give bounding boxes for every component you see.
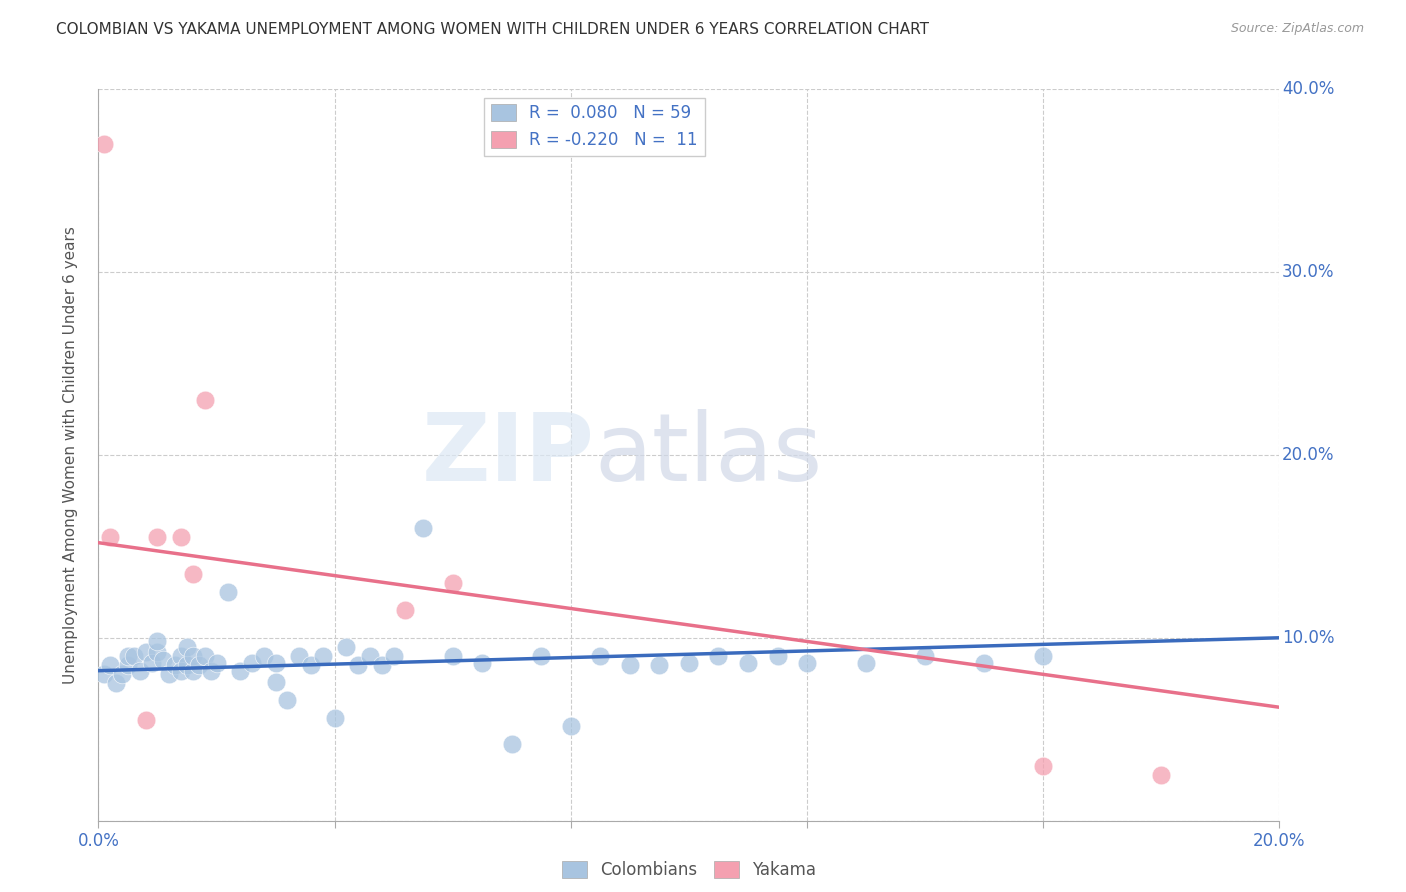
Point [181, 566, 204, 581]
Point [217, 585, 239, 599]
Point [200, 664, 222, 678]
Point [229, 664, 252, 678]
Point [973, 657, 995, 671]
Point [181, 649, 204, 664]
Point [141, 657, 163, 671]
Point [170, 664, 193, 678]
Text: Source: ZipAtlas.com: Source: ZipAtlas.com [1230, 22, 1364, 36]
Point [122, 649, 145, 664]
Point [117, 658, 139, 673]
Point [501, 737, 523, 751]
Point [135, 713, 157, 727]
Point [1150, 768, 1173, 782]
Point [105, 676, 128, 690]
Point [412, 521, 434, 535]
Point [359, 649, 381, 664]
Y-axis label: Unemployment Among Women with Children Under 6 years: Unemployment Among Women with Children U… [63, 226, 77, 684]
Point [335, 640, 357, 654]
Point [240, 657, 263, 671]
Point [194, 392, 217, 407]
Point [707, 649, 730, 664]
Point [111, 667, 134, 681]
Point [323, 711, 346, 725]
Point [288, 649, 311, 664]
Point [560, 718, 582, 732]
Point [371, 658, 394, 673]
Point [135, 645, 157, 659]
Point [93, 136, 115, 151]
Text: atlas: atlas [595, 409, 823, 501]
Point [253, 649, 276, 664]
Text: 40.0%: 40.0% [1282, 80, 1334, 98]
Point [93, 667, 115, 681]
Point [146, 645, 169, 659]
Point [347, 658, 370, 673]
Point [1032, 758, 1054, 772]
Point [205, 657, 228, 671]
Point [394, 603, 416, 617]
Point [471, 657, 494, 671]
Point [382, 649, 405, 664]
Legend: Colombians, Yakama: Colombians, Yakama [555, 854, 823, 886]
Point [299, 658, 322, 673]
Point [737, 657, 759, 671]
Point [264, 657, 287, 671]
Point [796, 657, 818, 671]
Point [146, 530, 169, 544]
Point [152, 653, 174, 667]
Point [187, 658, 209, 673]
Point [441, 649, 464, 664]
Text: 10.0%: 10.0% [1282, 629, 1334, 647]
Text: ZIP: ZIP [422, 409, 595, 501]
Point [98, 658, 121, 673]
Point [157, 667, 180, 681]
Point [176, 658, 198, 673]
Point [678, 657, 700, 671]
Point [117, 649, 139, 664]
Point [146, 634, 169, 648]
Point [98, 530, 121, 544]
Point [766, 649, 789, 664]
Point [176, 640, 198, 654]
Point [170, 649, 193, 664]
Point [128, 664, 150, 678]
Point [530, 649, 553, 664]
Point [181, 664, 204, 678]
Text: 20.0%: 20.0% [1282, 446, 1334, 464]
Point [648, 658, 671, 673]
Point [619, 658, 641, 673]
Point [312, 649, 335, 664]
Point [1032, 649, 1054, 664]
Text: COLOMBIAN VS YAKAMA UNEMPLOYMENT AMONG WOMEN WITH CHILDREN UNDER 6 YEARS CORRELA: COLOMBIAN VS YAKAMA UNEMPLOYMENT AMONG W… [56, 22, 929, 37]
Point [855, 657, 877, 671]
Point [170, 530, 193, 544]
Point [165, 658, 187, 673]
Point [264, 674, 287, 689]
Point [589, 649, 612, 664]
Point [194, 649, 217, 664]
Point [441, 576, 464, 591]
Point [276, 693, 298, 707]
Point [914, 649, 936, 664]
Text: 30.0%: 30.0% [1282, 263, 1334, 281]
